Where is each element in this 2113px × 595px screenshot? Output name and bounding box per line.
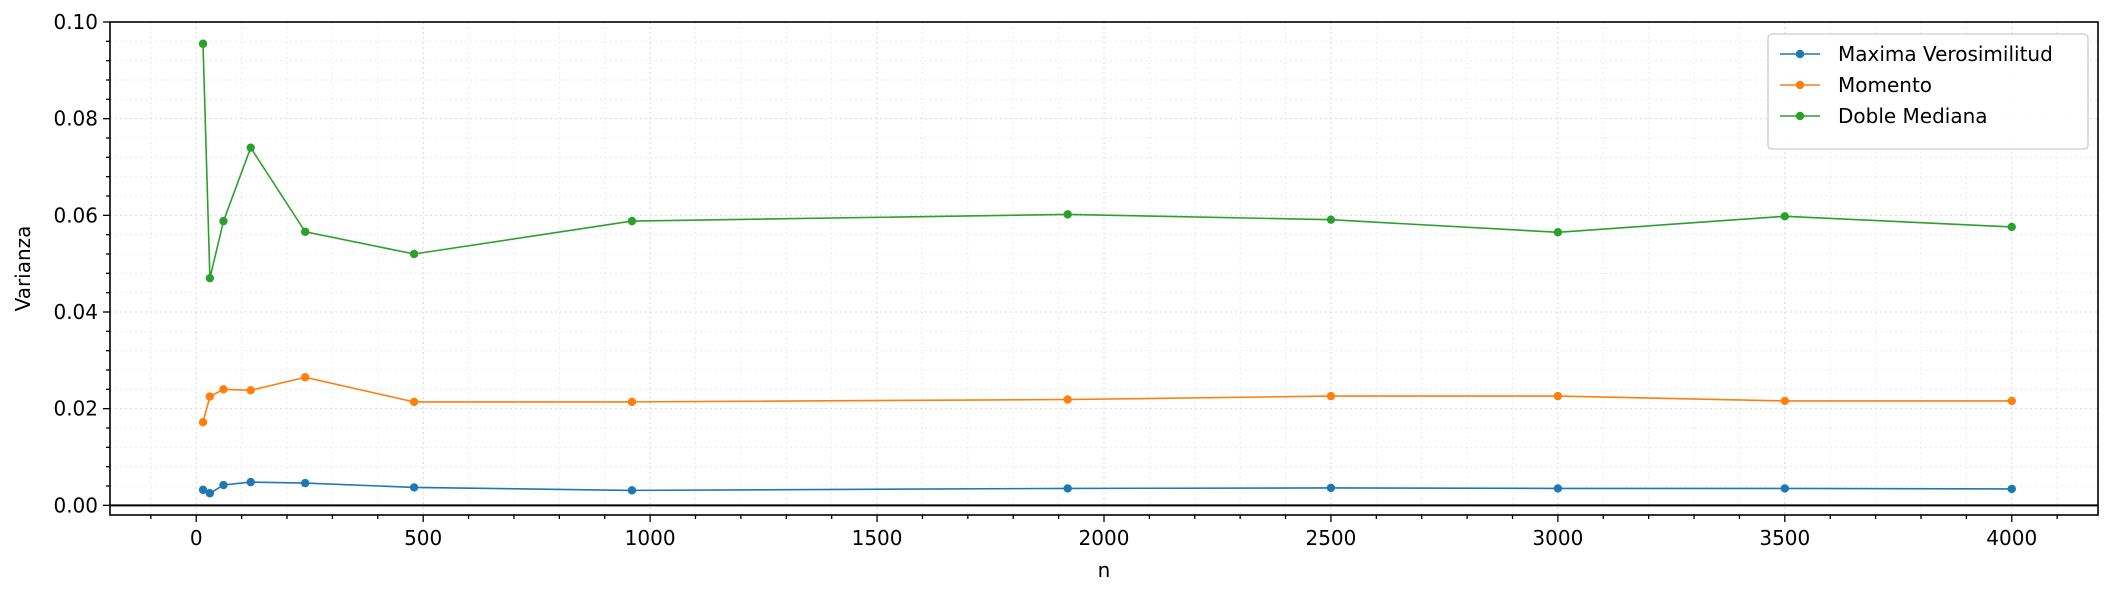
x-tick-label: 1000: [625, 526, 676, 550]
x-tick-label: 2000: [1079, 526, 1130, 550]
data-point: [409, 249, 419, 259]
series: [198, 39, 2016, 283]
legend-marker: [1795, 111, 1805, 121]
data-point: [205, 273, 215, 283]
data-point: [1063, 210, 1072, 219]
legend-marker: [1795, 49, 1805, 59]
y-tick-label: 0.04: [53, 300, 98, 324]
data-point: [198, 39, 208, 48]
data-point: [627, 216, 637, 226]
legend-marker: [1795, 80, 1805, 90]
x-tick-label: 4000: [1986, 526, 2037, 550]
data-point: [1063, 395, 1072, 404]
data-point: [627, 486, 637, 495]
data-point: [219, 385, 228, 394]
data-point: [409, 483, 419, 492]
data-point: [1780, 484, 1790, 493]
y-tick-label: 0.02: [53, 397, 98, 421]
x-axis-label: n: [1098, 558, 1111, 582]
series: [198, 477, 2016, 498]
legend: Maxima Verosimilitud Momento Doble Mediana: [1767, 33, 2089, 150]
legend-box: [1767, 33, 2089, 150]
x-tick-label: 0: [190, 526, 203, 550]
data-point: [1326, 483, 1336, 493]
data-point: [2007, 222, 2016, 232]
data-point: [300, 478, 310, 488]
data-point: [1780, 396, 1790, 406]
data-point: [1063, 484, 1072, 493]
legend-item: Doble Mediana: [1780, 104, 1988, 128]
legend-label: Doble Mediana: [1838, 104, 1988, 128]
legend-item: Maxima Verosimilitud: [1780, 42, 2053, 66]
data-point: [2007, 484, 2016, 494]
y-tick-label: 0.00: [53, 493, 98, 517]
series: [198, 373, 2016, 427]
data-point: [219, 480, 228, 490]
y-axis-label: Varianza: [11, 226, 35, 312]
x-tick-label: 3500: [1759, 526, 1810, 550]
data-point: [246, 143, 255, 152]
y-tick-label: 0.10: [53, 10, 98, 34]
data-point: [1553, 484, 1563, 493]
data-point: [627, 397, 637, 407]
legend-label: Momento: [1838, 73, 1932, 97]
data-point: [1553, 228, 1563, 237]
series-layer: [198, 39, 2016, 498]
y-tick-label: 0.08: [53, 107, 98, 131]
data-point: [1780, 212, 1790, 221]
data-point: [300, 373, 310, 382]
data-point: [219, 216, 228, 226]
data-point: [300, 227, 310, 236]
data-point: [409, 397, 419, 407]
y-axis-ticks: 0.00 0.02 0.04 0.06 0.08 0.10: [53, 10, 110, 517]
data-point: [198, 418, 208, 427]
x-tick-label: 1500: [852, 526, 903, 550]
data-point: [246, 386, 255, 395]
grid: [110, 21, 2098, 515]
data-point: [246, 477, 255, 487]
legend-label: Maxima Verosimilitud: [1838, 42, 2053, 66]
data-point: [2007, 396, 2016, 406]
x-axis-ticks: 0 500 1000 1500 2000 2500 3000 3500 4000: [150, 515, 2058, 550]
data-point: [198, 485, 208, 495]
data-point: [1326, 391, 1336, 401]
data-point: [205, 489, 215, 498]
data-point: [1553, 391, 1563, 401]
x-tick-label: 500: [404, 526, 442, 550]
y-tick-label: 0.06: [53, 203, 98, 227]
data-point: [1326, 215, 1336, 224]
x-tick-label: 3000: [1532, 526, 1583, 550]
legend-item: Momento: [1780, 73, 1932, 97]
data-point: [205, 392, 215, 401]
series-line: [202, 43, 2012, 279]
x-tick-label: 2500: [1305, 526, 1356, 550]
